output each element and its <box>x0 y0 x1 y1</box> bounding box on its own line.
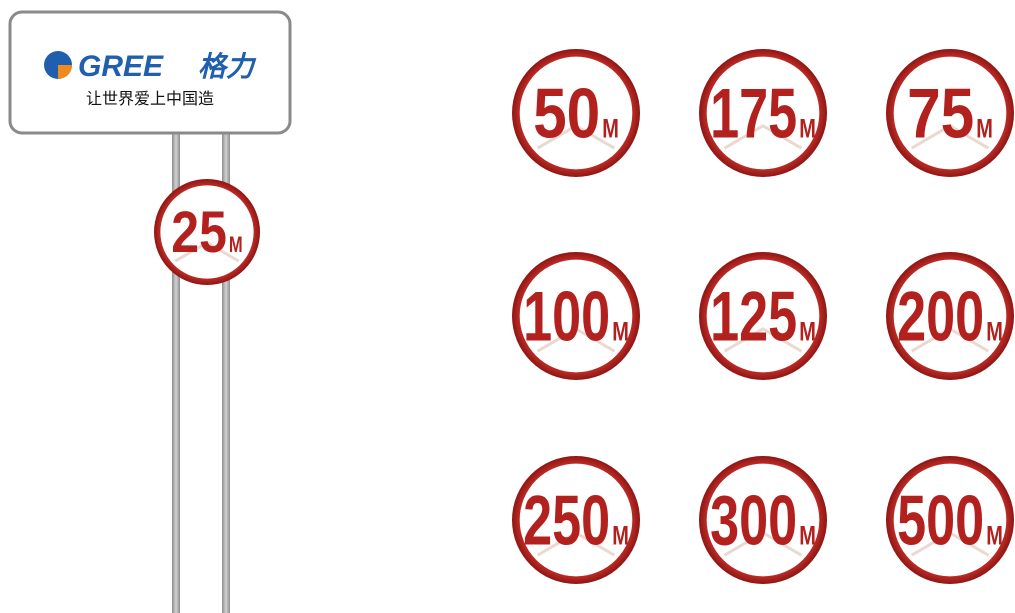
badge-number: 75 <box>907 73 974 152</box>
badge-unit: M <box>799 520 816 550</box>
brand-cn: 格力 <box>198 51 257 82</box>
badge-unit: M <box>612 520 629 550</box>
badge-number: 250 <box>523 480 610 559</box>
badge-number: 175 <box>710 73 797 152</box>
badge-unit: M <box>602 113 619 143</box>
badge-number: 25 <box>171 200 227 265</box>
badge-unit: M <box>612 316 629 346</box>
badge-unit: M <box>986 520 1003 550</box>
badge-unit: M <box>799 316 816 346</box>
slogan: 让世界爱上中国造 <box>86 90 214 108</box>
brand: GREE <box>78 50 164 83</box>
badge-unit: M <box>986 316 1003 346</box>
badge-number: 200 <box>897 276 984 355</box>
page: GREE 格力 让世界爱上中国造 25M50M175M75M100M125M20… <box>0 0 1015 613</box>
badge-number: 300 <box>710 480 797 559</box>
badge-number: 100 <box>523 276 610 355</box>
badge-number: 125 <box>710 276 797 355</box>
badge-unit: M <box>229 232 243 257</box>
badge-unit: M <box>976 113 993 143</box>
badge-number: 500 <box>897 480 984 559</box>
badge-unit: M <box>799 113 816 143</box>
sign-post: GREE 格力 让世界爱上中国造 <box>10 12 290 613</box>
badge-number: 50 <box>533 73 600 152</box>
